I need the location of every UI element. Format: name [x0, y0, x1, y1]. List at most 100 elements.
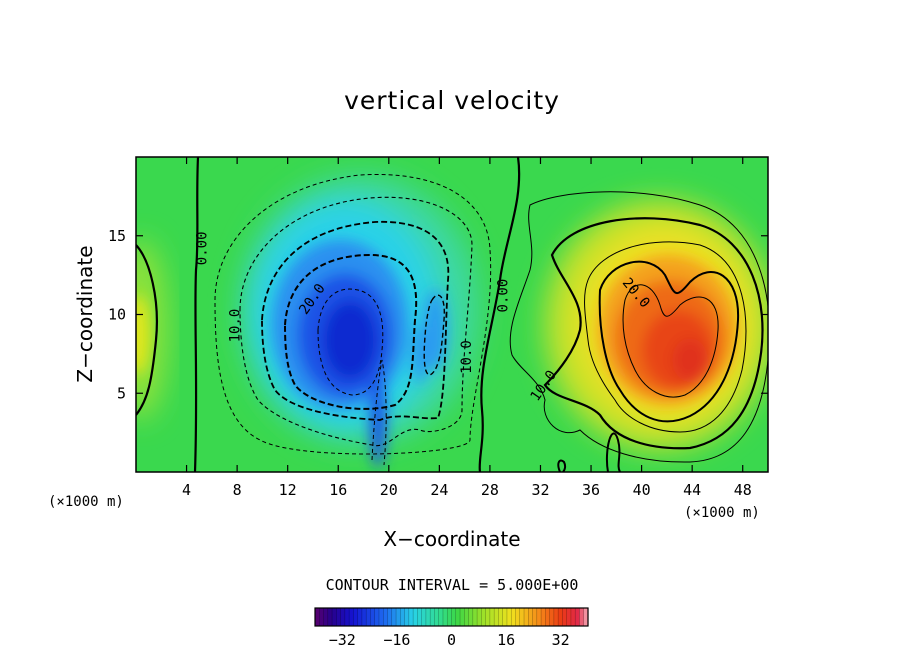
x-tick-label: 8 [233, 481, 242, 499]
contour-label-text: 10.0 [228, 309, 244, 343]
contour-small-2 [605, 432, 621, 472]
x-axis-title: X−coordinate [383, 527, 520, 551]
x-tick-label: 28 [481, 481, 499, 499]
contour-zero-leftedge [136, 244, 158, 416]
colorbar-segment [349, 608, 354, 626]
colorbar-segment [502, 608, 508, 626]
colorbar-segment [477, 608, 482, 626]
colorbar-segment [545, 608, 551, 626]
x-tick-label: 40 [633, 481, 651, 499]
contour-pos-20 [598, 260, 740, 423]
colorbar-segment [404, 608, 410, 626]
colorbar-segment [472, 608, 478, 626]
x-tick-label: 48 [734, 481, 752, 499]
y-axis-ticks: 5 10 15 [108, 227, 768, 402]
colorbar-tick-label: −32 [329, 631, 356, 649]
contour-neg-25 [317, 288, 384, 396]
colorbar-segment [357, 608, 363, 626]
contour-lines [136, 157, 768, 472]
contour-label-text: 10.0 [459, 340, 475, 374]
x-unit-label: (×1000 m) [684, 505, 760, 521]
colorbar-segment [387, 608, 393, 626]
colorbar-segment [498, 608, 504, 626]
colorbar-tick-label: 16 [497, 631, 515, 649]
x-tick-label: 20 [380, 481, 398, 499]
colorbar-segment [506, 608, 512, 626]
colorbar-segment [455, 608, 461, 626]
colorbar-segment [421, 608, 427, 626]
colorbar-segment [442, 608, 448, 626]
colorbar-tick-label: 0 [447, 631, 456, 649]
y-tick-label: 15 [108, 227, 126, 245]
colorbar-segment [570, 608, 576, 626]
contour-pos-10 [543, 217, 764, 450]
colorbar-segment [575, 608, 581, 626]
contour-pos-15 [584, 241, 747, 433]
colorbar-segment [536, 608, 542, 626]
colorbar-tick-label: 32 [552, 631, 570, 649]
contour-label: 10.0 [228, 309, 244, 343]
colorbar-segment [434, 608, 440, 626]
colorbar-segment [460, 608, 465, 626]
colorbar-segment [447, 608, 453, 626]
contour-label: 0.00 [496, 279, 512, 313]
colorbar-segment [400, 608, 406, 626]
contour-neg-5 [214, 173, 492, 455]
colorbar-segment [511, 608, 517, 626]
colorbar-segment [374, 608, 380, 626]
colorbar-segment [353, 608, 359, 626]
colorbar-segment [332, 608, 337, 626]
colorbar-segment [489, 608, 495, 626]
colorbar-segment [315, 608, 320, 626]
colorbar-frame [314, 607, 589, 627]
colorbar-segment [519, 608, 525, 626]
heatmap-field [136, 157, 768, 472]
colorbar-segment [370, 608, 376, 626]
colorbar-segment [366, 608, 372, 626]
colorbar-segment [327, 608, 333, 626]
contour-neg-10 [239, 196, 473, 447]
x-tick-label: 12 [279, 481, 297, 499]
x-tick-label: 36 [582, 481, 600, 499]
contour-neg-jet [371, 359, 387, 466]
y-axis-title: Z−coordinate [73, 245, 97, 382]
contour-label-text: 0.00 [496, 279, 512, 313]
colorbar-segment [553, 608, 559, 626]
contour-interval-label: CONTOUR INTERVAL = 5.000E+00 [325, 576, 579, 594]
colorbar [314, 608, 589, 626]
colorbar-segment [336, 608, 342, 626]
chart-title: vertical velocity [344, 86, 560, 115]
colorbar-segment [583, 608, 589, 626]
contour-neg-20 [283, 253, 418, 410]
contour-neg-cell [423, 294, 446, 376]
colorbar-segment [549, 608, 555, 626]
contour-small [557, 459, 567, 472]
z-unit-label: (×1000 m) [48, 494, 124, 510]
x-axis-ticks: 4 8 12 16 20 24 28 32 36 40 44 48 [182, 157, 752, 499]
colorbar-segment [361, 608, 367, 626]
colorbar-segment [468, 608, 474, 626]
colorbar-segment [524, 608, 529, 626]
colorbar-segment [396, 608, 401, 626]
colorbar-segment [391, 608, 397, 626]
colorbar-segment [438, 608, 444, 626]
contour-zero-left [193, 157, 200, 472]
contour-zero-center [478, 157, 521, 472]
colorbar-segment [383, 608, 389, 626]
colorbar-segment [541, 608, 546, 626]
contour-label: 0.00 [195, 231, 211, 265]
colorbar-segment [413, 608, 418, 626]
colorbar-segment [494, 608, 500, 626]
contour-label: 10.0 [459, 340, 475, 374]
colorbar-ticks: −32 −16 0 16 32 [329, 631, 570, 649]
contour-label-text: 0.00 [195, 231, 211, 265]
colorbar-segment [485, 608, 491, 626]
colorbar-segment [464, 608, 470, 626]
colorbar-segment [515, 608, 521, 626]
colorbar-segment [344, 608, 350, 626]
colorbar-segment [323, 608, 329, 626]
x-tick-label: 16 [329, 481, 347, 499]
colorbar-segment [430, 608, 436, 626]
colorbar-segment [451, 608, 457, 626]
